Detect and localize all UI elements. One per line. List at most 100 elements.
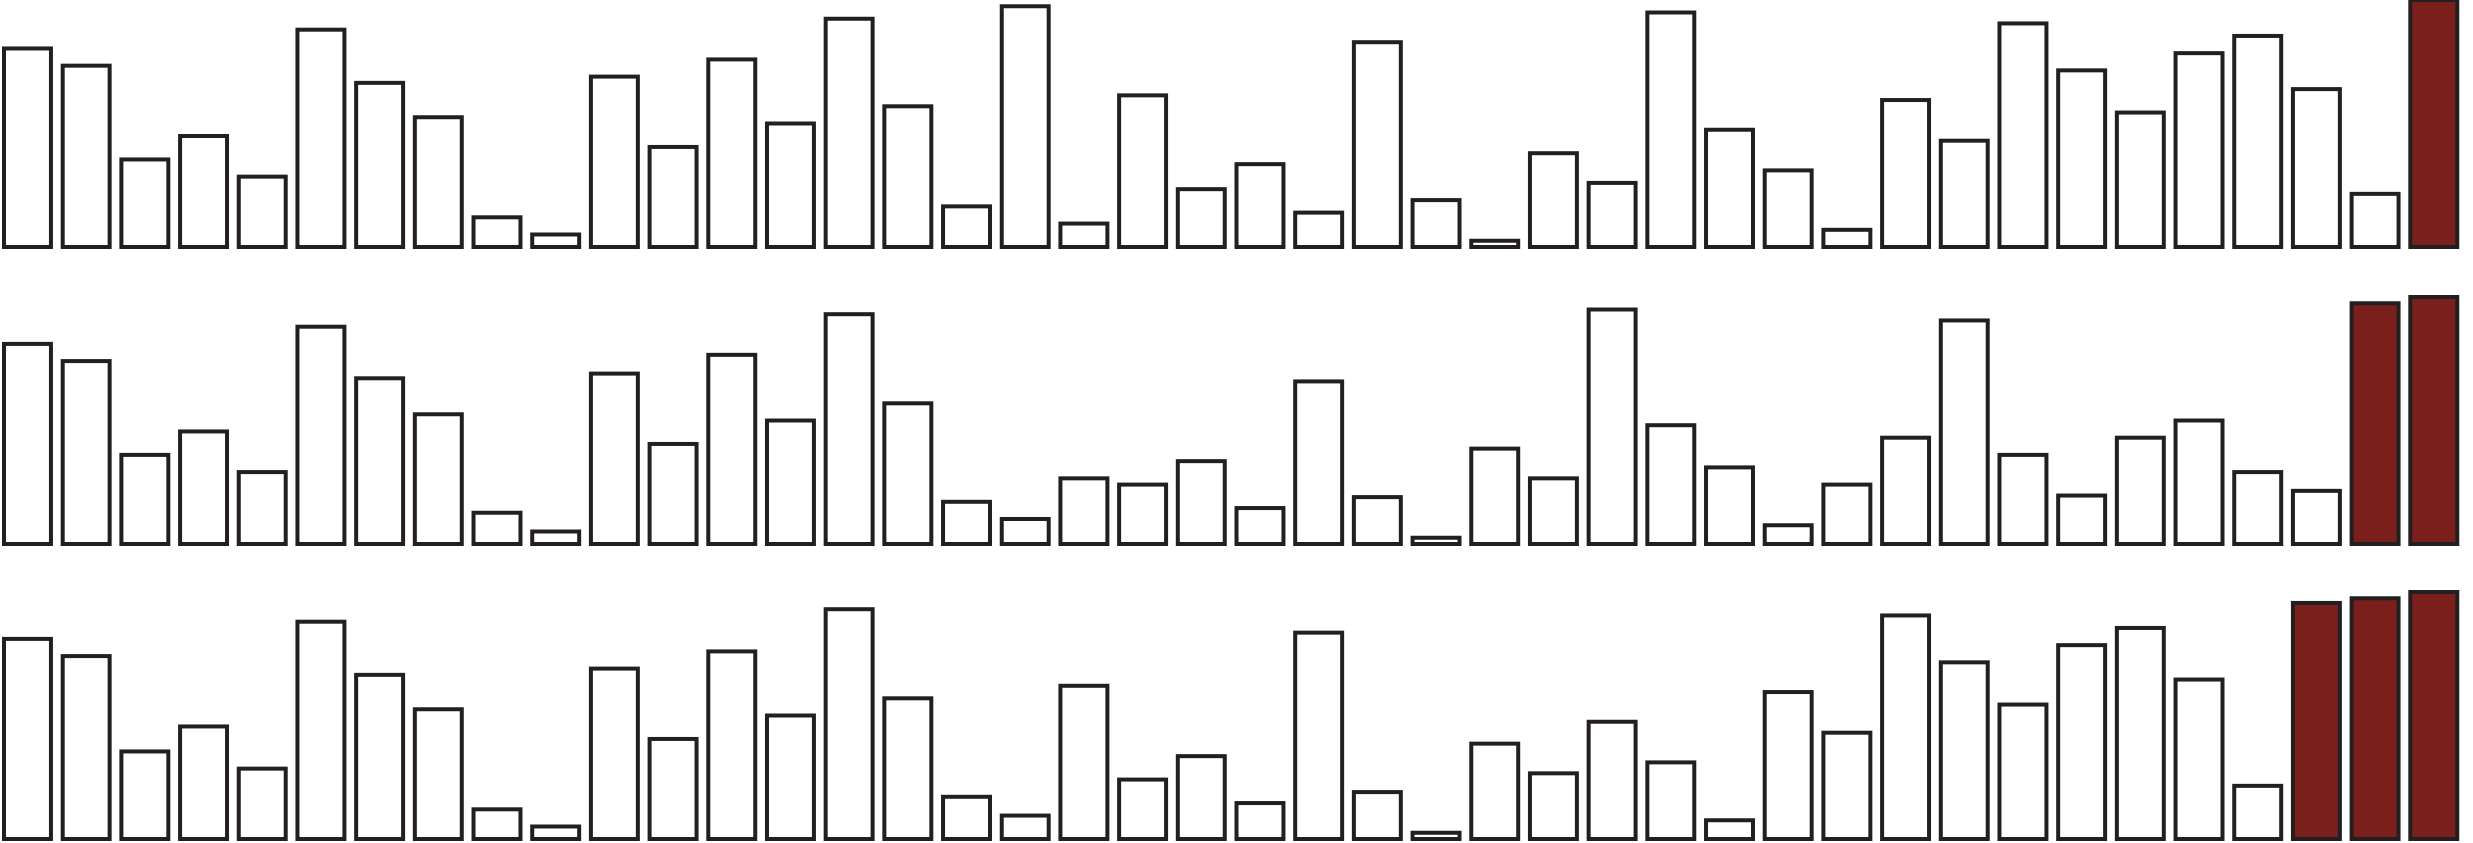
bar [2349, 301, 2401, 547]
bar [1586, 180, 1638, 249]
bar [2232, 470, 2284, 546]
bar [2173, 677, 2225, 842]
bar [2232, 783, 2284, 841]
bar [1410, 830, 1462, 841]
bar [764, 713, 816, 841]
bar [295, 324, 347, 547]
bar [1293, 379, 1345, 546]
bar [178, 724, 230, 842]
bar [1880, 98, 1932, 250]
bar [1880, 435, 1932, 546]
bar [1293, 210, 1345, 249]
bar [1469, 446, 1521, 547]
bar [2056, 493, 2108, 546]
bar [647, 441, 699, 547]
bar [2349, 191, 2401, 249]
bar [1821, 227, 1873, 250]
bar [2290, 488, 2342, 547]
bar [1175, 459, 1227, 546]
bar [823, 312, 875, 546]
bar [706, 649, 758, 842]
bar [236, 174, 288, 249]
bar [706, 352, 758, 546]
bar [1704, 818, 1755, 841]
bar [1469, 741, 1521, 841]
bar [2290, 87, 2342, 250]
bar [2290, 600, 2342, 842]
bar [1293, 630, 1345, 841]
bar [471, 215, 523, 250]
bar [354, 80, 406, 249]
bar [1410, 198, 1462, 250]
bar [2, 341, 53, 547]
bar [1821, 482, 1873, 547]
bar [2173, 51, 2225, 249]
bar [1058, 221, 1110, 249]
bar [823, 16, 875, 250]
bar [1351, 495, 1403, 546]
bar [178, 429, 230, 546]
bar [1175, 187, 1227, 250]
bar [1117, 93, 1169, 249]
bar [1351, 790, 1403, 841]
bar [354, 672, 406, 841]
bar [2349, 596, 2401, 842]
bar [295, 619, 347, 841]
bar [1410, 535, 1462, 546]
bar [941, 204, 992, 249]
bar [1586, 719, 1638, 842]
bar [1527, 771, 1579, 842]
bar [882, 401, 934, 546]
bar [1997, 702, 2049, 841]
bar [2, 46, 53, 250]
bar [2232, 33, 2284, 249]
bar [1527, 476, 1579, 546]
bar [2056, 68, 2108, 249]
bar [999, 516, 1051, 547]
bar [1234, 801, 1286, 842]
bar [823, 607, 875, 842]
bar [706, 57, 758, 250]
bar [471, 807, 523, 842]
bar [1469, 238, 1521, 250]
bar [119, 157, 171, 250]
bar [999, 813, 1051, 842]
bar [647, 144, 699, 250]
bar [1821, 730, 1873, 842]
bar [2056, 643, 2108, 842]
bar [1527, 151, 1579, 249]
bar [2114, 110, 2166, 249]
bar [1704, 465, 1755, 547]
bar [764, 418, 816, 546]
bar [2173, 418, 2225, 546]
bar [1117, 777, 1169, 841]
bar [60, 63, 112, 249]
bar [1175, 754, 1227, 841]
bar [941, 794, 992, 841]
bar [588, 74, 640, 249]
bar [1762, 523, 1814, 546]
bar [1117, 482, 1169, 547]
bar [882, 104, 934, 249]
bar [236, 470, 288, 546]
bar [471, 510, 523, 547]
bar [530, 232, 582, 249]
bar [1234, 162, 1286, 249]
bar [178, 134, 230, 249]
bar [588, 666, 640, 841]
bar [2114, 435, 2166, 546]
bar [119, 452, 171, 546]
bar [2408, 590, 2460, 841]
bar [1938, 660, 1990, 841]
bar [2114, 625, 2166, 841]
bar [764, 121, 816, 249]
bar [1586, 307, 1638, 546]
bar [882, 696, 934, 841]
bar [999, 4, 1051, 250]
bar [412, 412, 464, 546]
bar [1762, 690, 1814, 842]
bar [1938, 318, 1990, 546]
bar [60, 654, 112, 841]
bar [2408, 295, 2460, 546]
